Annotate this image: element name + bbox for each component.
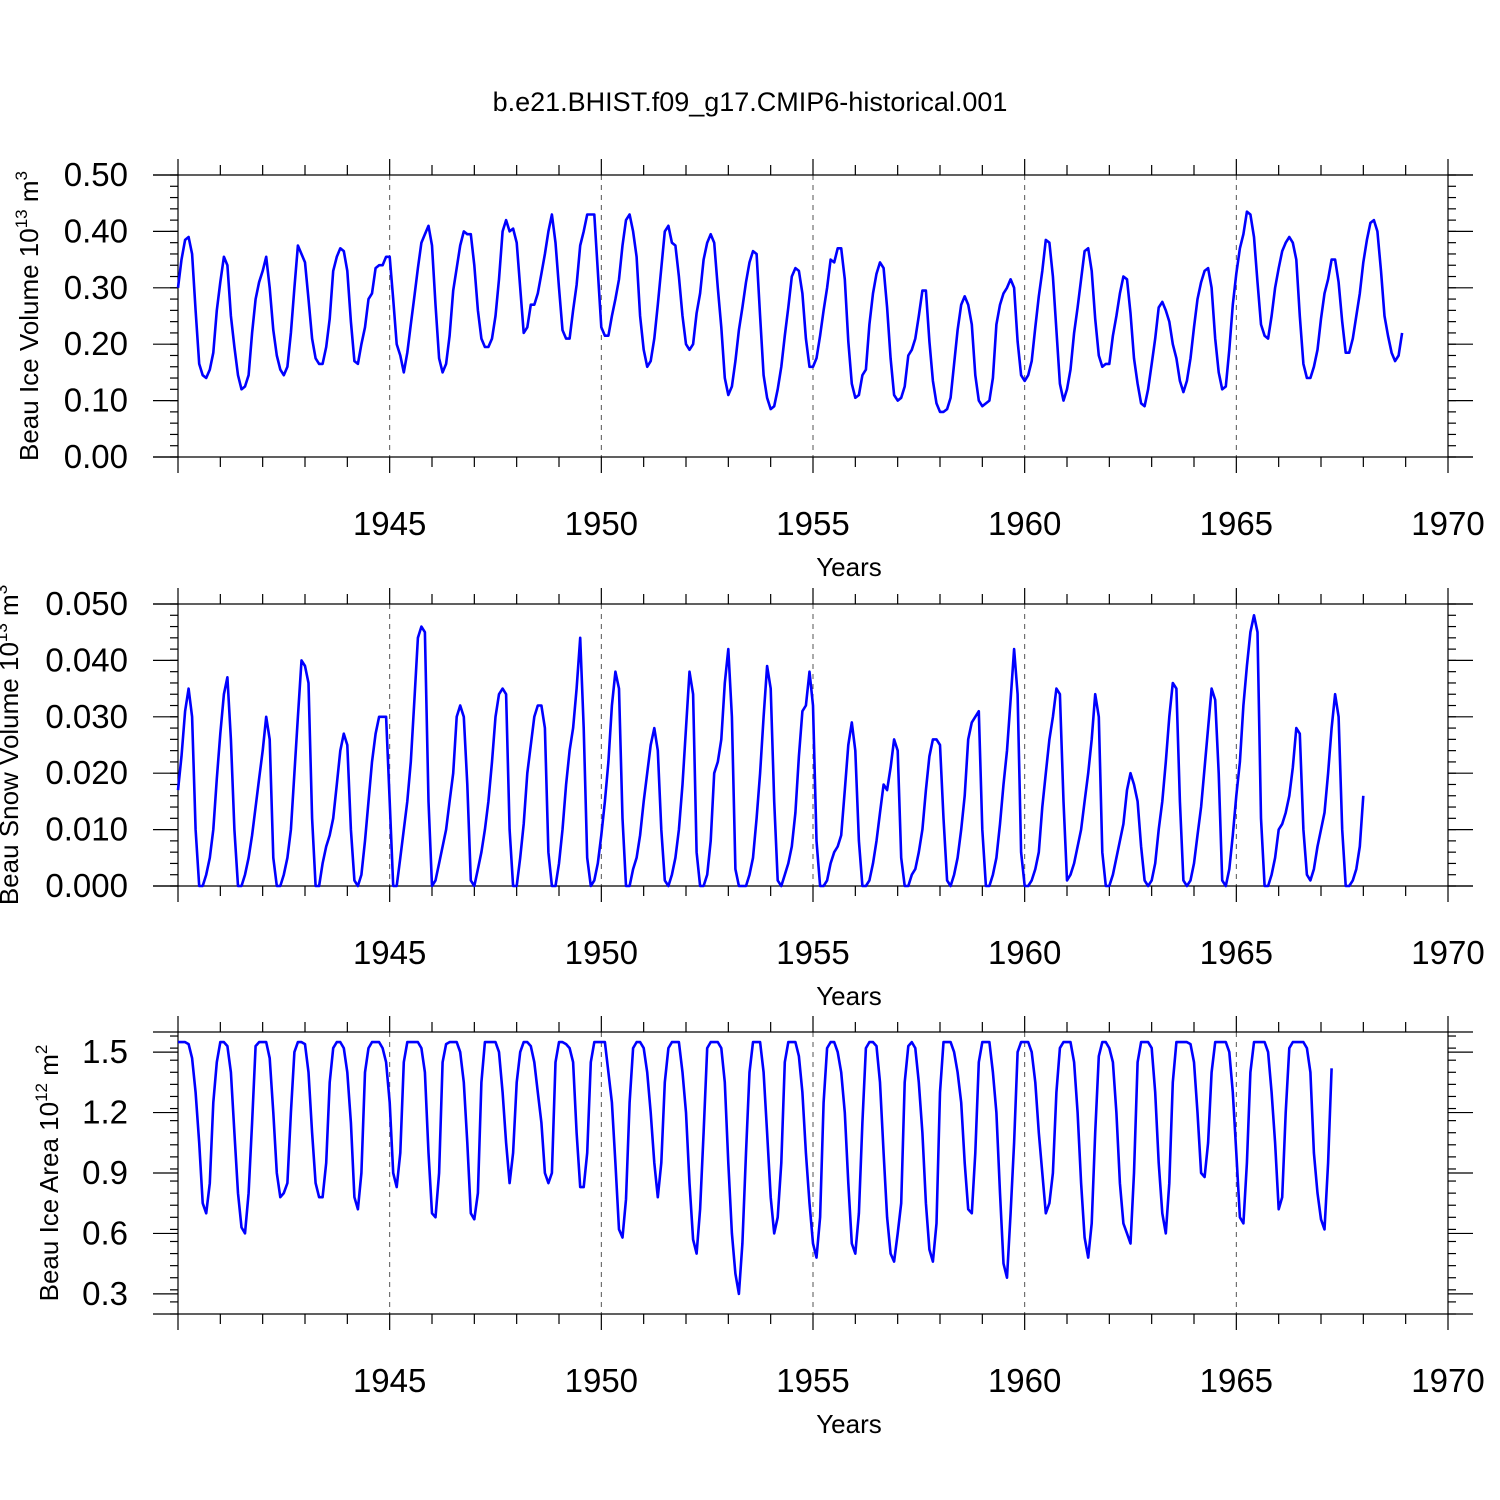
x-tick-label: 1970 — [1411, 1362, 1484, 1399]
y-tick-label: 0.020 — [45, 754, 128, 791]
y-axis-label-unit-exponent: 3 — [0, 585, 11, 594]
x-tick-label: 1970 — [1411, 505, 1484, 542]
y-tick-label: 0.50 — [64, 156, 128, 193]
x-tick-label: 1960 — [988, 934, 1061, 971]
series-line — [176, 210, 1404, 414]
x-tick-label: 1950 — [565, 1362, 638, 1399]
x-tick-label: 1945 — [353, 934, 426, 971]
y-tick-label: 0.040 — [45, 641, 128, 678]
y-axis-label: Beau Ice Area 1012 m2 — [32, 1045, 64, 1302]
y-axis-label-exponent: 13 — [0, 623, 11, 642]
panel-2: 1945 1950 1955 1960 1965 1970 0.000 0.010 0.020 0… — [0, 585, 1485, 1011]
x-tick-label: 1965 — [1200, 505, 1273, 542]
y-axis-label-unit-exponent: 3 — [12, 171, 31, 180]
panel-3: 1945 1950 1955 1960 1965 1970 0.3 0.6 0.9 1.2 1.5 Y… — [32, 1016, 1485, 1439]
x-tick-label: 1945 — [353, 505, 426, 542]
series-line — [176, 613, 1365, 888]
y-tick-label: 1.2 — [82, 1094, 128, 1131]
x-tick-label: 1960 — [988, 505, 1061, 542]
y-axis-label-unit: m — [0, 594, 24, 623]
x-axis-label: Years — [816, 552, 882, 582]
y-axis-label: Beau Ice Volume 1013 m3 — [12, 171, 44, 461]
y-tick-label: 0.000 — [45, 867, 128, 904]
y-tick-label: 0.20 — [64, 325, 128, 362]
x-tick-label: 1945 — [353, 1362, 426, 1399]
x-tick-label: 1950 — [565, 505, 638, 542]
y-axis-label-unit: m — [34, 1054, 64, 1083]
x-tick-label: 1965 — [1200, 1362, 1273, 1399]
y-axis-label-text: Beau Ice Volume 10 — [14, 228, 44, 461]
series-line — [178, 1040, 1333, 1296]
y-tick-label: 0.050 — [45, 585, 128, 622]
y-tick-label: 0.3 — [82, 1275, 128, 1312]
y-axis-label-exponent: 13 — [12, 209, 31, 228]
y-tick-label: 0.9 — [82, 1154, 128, 1191]
x-tick-label: 1955 — [776, 1362, 849, 1399]
y-tick-label: 0.00 — [64, 438, 128, 475]
x-tick-label: 1955 — [776, 934, 849, 971]
y-tick-label: 0.10 — [64, 382, 128, 419]
panel-1: 1945 1950 1955 1960 1965 1970 0.00 0.10 0.20 0.30… — [12, 156, 1485, 582]
x-axis-label: Years — [816, 981, 882, 1011]
x-tick-label: 1955 — [776, 505, 849, 542]
x-tick-label: 1950 — [565, 934, 638, 971]
y-axis-label-text: Beau Ice Area 10 — [34, 1102, 64, 1301]
y-axis-label-unit: m — [14, 180, 44, 209]
y-tick-label: 0.010 — [45, 811, 128, 848]
y-tick-label: 1.5 — [82, 1033, 128, 1070]
y-tick-label: 0.40 — [64, 212, 128, 249]
y-tick-label: 0.6 — [82, 1214, 128, 1251]
x-axis-label: Years — [816, 1409, 882, 1439]
y-tick-label: 0.30 — [64, 269, 128, 306]
y-axis-label: Beau Snow Volume 1013 m3 — [0, 585, 24, 905]
y-axis-label-unit-exponent: 2 — [32, 1045, 51, 1054]
x-tick-label: 1970 — [1411, 934, 1484, 971]
x-tick-label: 1960 — [988, 1362, 1061, 1399]
y-axis-label-exponent: 12 — [32, 1083, 51, 1102]
y-axis-label-text: Beau Snow Volume 10 — [0, 642, 24, 905]
y-tick-label: 0.030 — [45, 698, 128, 735]
x-tick-label: 1965 — [1200, 934, 1273, 971]
figure-title: b.e21.BHIST.f09_g17.CMIP6-historical.001 — [493, 87, 1008, 117]
